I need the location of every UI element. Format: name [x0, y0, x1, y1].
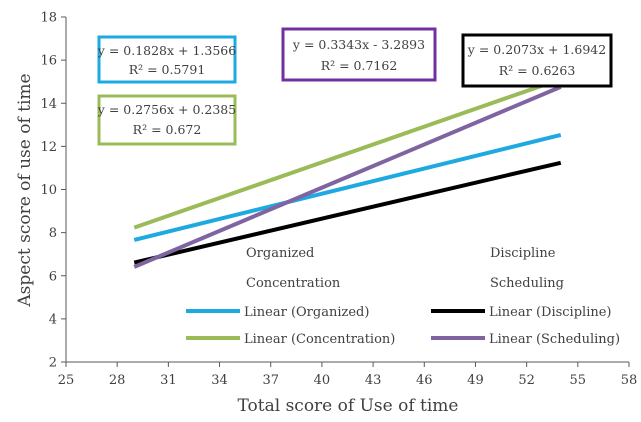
equation-text-discipline: y = 0.2073x + 1.6942: [467, 42, 606, 57]
equation-frame-scheduling: [281, 27, 437, 82]
y-tick-label: 10: [40, 183, 57, 198]
equation-frame-concentration: [97, 94, 237, 146]
y-tick-label: 2: [49, 356, 57, 371]
x-tick-label: 25: [58, 373, 75, 388]
equation-box-discipline: y = 0.2073x + 1.6942 R² = 0.6263: [461, 33, 613, 88]
category-label-scheduling: Scheduling: [490, 276, 564, 291]
x-tick-label: 31: [160, 373, 177, 388]
x-tick-label: 46: [416, 373, 433, 388]
x-tick-label: 43: [365, 373, 382, 388]
legend-label-scheduling: Linear (Scheduling): [489, 332, 620, 347]
legend-entry-discipline: Linear (Discipline): [431, 305, 612, 320]
r2-text-discipline: R² = 0.6263: [499, 63, 576, 78]
x-tick-label: 28: [109, 373, 126, 388]
x-tick-label: 52: [518, 373, 535, 388]
category-label-organized: Organized: [246, 246, 314, 261]
trend-lines: [133, 77, 562, 269]
y-tick-label: 18: [40, 11, 57, 26]
equation-text-organized: y = 0.1828x + 1.3566: [97, 43, 236, 58]
legend-label-discipline: Linear (Discipline): [489, 305, 612, 320]
legend: Linear (Organized) Linear (Discipline) L…: [186, 305, 620, 347]
equation-frame-organized: [97, 35, 237, 84]
y-tick-label: 6: [49, 269, 57, 284]
r2-text-organized: R² = 0.5791: [129, 62, 206, 77]
equation-text-scheduling: y = 0.3343x - 3.2893: [292, 37, 425, 52]
x-tick-label: 34: [211, 373, 228, 388]
x-ticks: 25 28 31 34 37 40 43 46 49 52 55 58: [58, 362, 638, 388]
x-tick-label: 37: [262, 373, 279, 388]
r2-text-concentration: R² = 0.672: [133, 122, 202, 137]
equation-frame-discipline: [461, 33, 613, 88]
category-labels: Organized Concentration Discipline Sched…: [246, 246, 564, 291]
legend-entry-scheduling: Linear (Scheduling): [431, 332, 620, 347]
legend-label-concentration: Linear (Concentration): [244, 332, 395, 347]
legend-entry-concentration: Linear (Concentration): [186, 332, 395, 347]
category-label-discipline: Discipline: [490, 246, 556, 261]
equation-box-organized: y = 0.1828x + 1.3566 R² = 0.5791: [97, 35, 237, 84]
r2-text-scheduling: R² = 0.7162: [321, 58, 398, 73]
x-tick-label: 55: [570, 373, 587, 388]
legend-label-organized: Linear (Organized): [244, 305, 369, 320]
trend-line-scheduling: [133, 85, 562, 269]
trend-line-concentration: [133, 77, 562, 230]
y-tick-label: 8: [49, 226, 57, 241]
equation-text-concentration: y = 0.2756x + 0.2385: [97, 102, 236, 117]
legend-entry-organized: Linear (Organized): [186, 305, 369, 320]
equation-box-scheduling: y = 0.3343x - 3.2893 R² = 0.7162: [281, 27, 437, 82]
y-tick-label: 12: [40, 140, 57, 155]
equation-box-concentration: y = 0.2756x + 0.2385 R² = 0.672: [97, 94, 237, 146]
x-tick-label: 49: [467, 373, 484, 388]
y-tick-label: 4: [49, 312, 57, 327]
y-axis-title: Aspect score of use of time: [15, 73, 35, 307]
x-tick-label: 58: [621, 373, 638, 388]
equation-boxes: y = 0.1828x + 1.3566 R² = 0.5791 y = 0.2…: [97, 27, 613, 146]
x-tick-label: 40: [314, 373, 331, 388]
y-ticks: 2 4 6 8 10 12 14 16 18: [40, 11, 66, 371]
category-label-concentration: Concentration: [246, 276, 341, 291]
trend-line-discipline: [133, 160, 562, 265]
x-axis-title: Total score of Use of time: [238, 396, 459, 416]
y-tick-label: 14: [40, 97, 57, 112]
y-tick-label: 16: [40, 54, 57, 69]
trend-line-organized: [133, 133, 562, 242]
